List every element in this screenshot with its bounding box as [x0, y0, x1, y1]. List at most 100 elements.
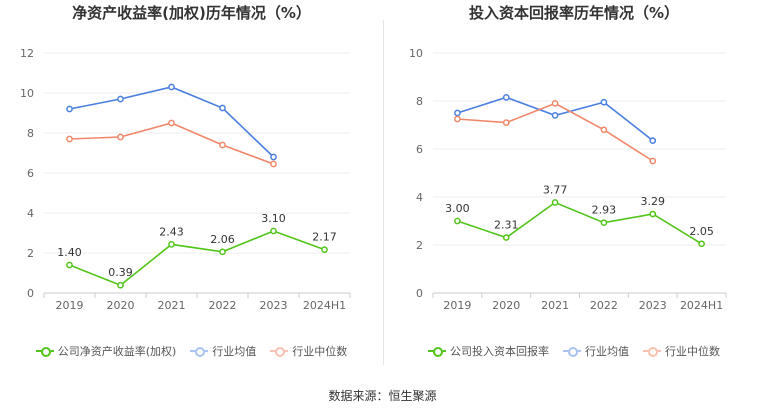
data-point	[502, 234, 510, 241]
series-line-2	[69, 122, 274, 165]
legend-marker-icon	[35, 346, 54, 357]
legend-label: 行业均值	[212, 345, 257, 358]
data-source-note: 数据来源：恒生聚源	[328, 389, 437, 403]
legend-item-industry-mean[interactable]: 行业均值	[563, 343, 629, 359]
data-label: 2.17	[312, 231, 337, 244]
chart-panel-roic: 投入资本回报率历年情况（%） 0 2 4 6 8 10 2019 2020 2021 2022 20…	[383, 0, 765, 380]
data-label: 3.29	[641, 195, 666, 208]
data-point	[117, 95, 124, 103]
y-tick-label: 8	[416, 95, 423, 108]
data-point	[66, 135, 73, 143]
data-point	[649, 137, 657, 144]
data-point	[321, 246, 328, 253]
data-point	[168, 119, 175, 127]
data-point	[117, 133, 124, 141]
data-point	[454, 109, 461, 117]
data-point	[551, 199, 559, 206]
data-point	[600, 219, 608, 227]
y-tick-label: 10	[20, 87, 34, 100]
legend-label: 行业中位数	[292, 345, 348, 358]
y-tick-label: 0	[27, 287, 34, 300]
data-label: 2.93	[592, 204, 617, 217]
data-point	[551, 100, 559, 107]
data-label: 2.31	[494, 219, 519, 232]
series-line-0	[69, 230, 325, 287]
x-tick-label: 2022	[209, 299, 237, 312]
panel-divider	[383, 20, 384, 365]
data-label: 3.77	[543, 184, 568, 197]
data-point	[502, 94, 510, 101]
chart-title: 投入资本回报率历年情况（%）	[468, 4, 680, 22]
data-point	[551, 112, 559, 119]
legend-label: 行业均值	[585, 345, 629, 358]
legend-item-industry-mean[interactable]: 行业均值	[190, 343, 256, 359]
data-point	[270, 153, 277, 161]
chart-legend: 公司投入资本回报率 行业均值 行业中位数	[383, 343, 765, 359]
legend-item-industry-median[interactable]: 行业中位数	[270, 343, 347, 359]
legend-marker-icon	[563, 346, 581, 357]
x-tick-label: 2023	[260, 299, 288, 312]
legend-marker-icon	[428, 346, 446, 357]
data-point	[117, 281, 124, 289]
data-point	[270, 227, 277, 235]
x-tick-label: 2019	[56, 299, 84, 312]
y-tick-label: 6	[416, 143, 423, 156]
legend-label: 行业中位数	[665, 345, 720, 358]
x-tick-label: 2023	[639, 299, 667, 312]
x-tick-label: 2024H1	[303, 299, 346, 312]
chart-title: 净资产收益率(加权)历年情况（%）	[72, 4, 311, 22]
data-point	[454, 115, 461, 123]
data-point	[66, 261, 73, 269]
chart-panel-roe: 净资产收益率(加权)历年情况（%） 0 2 4 6 8 10 12 2019 2020 2021 2…	[0, 0, 383, 380]
y-tick-label: 12	[20, 47, 34, 60]
x-tick-label: 2021	[158, 299, 186, 312]
y-tick-label: 2	[27, 247, 34, 260]
legend-item-company[interactable]: 公司投入资本回报率	[428, 343, 549, 359]
data-point	[219, 104, 226, 112]
data-label: 1.40	[57, 246, 82, 259]
x-tick-label: 2020	[107, 299, 135, 312]
y-tick-label: 2	[416, 239, 423, 252]
y-tick-label: 4	[416, 191, 423, 204]
data-point	[600, 98, 608, 106]
data-point	[66, 105, 73, 113]
roe-line-chart: 0 2 4 6 8 10 12 2019 2020 2021 2022 2023 2024H1 1.40 0…	[20, 47, 351, 312]
legend-label: 公司投入资本回报率	[450, 345, 549, 358]
data-point	[502, 119, 510, 126]
data-point	[219, 248, 226, 256]
chart-legend: 公司净资产收益率(加权) 行业均值 行业中位数	[0, 343, 383, 359]
legend-item-industry-median[interactable]: 行业中位数	[643, 343, 720, 359]
data-point	[219, 141, 226, 149]
data-point	[600, 126, 608, 134]
legend-item-company[interactable]: 公司净资产收益率(加权)	[35, 343, 177, 359]
data-label: 0.39	[108, 266, 133, 279]
y-tick-label: 8	[27, 127, 34, 140]
data-point	[168, 241, 175, 248]
roic-line-chart: 0 2 4 6 8 10 2019 2020 2021 2022 2023 2024H1 3.00 2.3…	[409, 47, 727, 312]
data-point	[454, 217, 461, 225]
data-label: 2.05	[689, 225, 714, 238]
x-tick-label: 2021	[541, 299, 569, 312]
x-tick-label: 2019	[443, 299, 471, 312]
legend-label: 公司净资产收益率(加权)	[57, 345, 177, 358]
legend-marker-icon	[643, 346, 661, 357]
data-point	[270, 160, 277, 168]
data-label: 3.10	[261, 212, 286, 225]
legend-marker-icon	[190, 346, 209, 357]
data-label: 3.00	[445, 202, 470, 215]
data-point	[649, 210, 657, 218]
x-tick-label: 2024H1	[680, 299, 723, 312]
y-tick-label: 0	[416, 287, 423, 300]
y-tick-label: 6	[27, 167, 34, 180]
series-line-0	[457, 201, 703, 245]
data-label: 2.06	[210, 233, 235, 246]
legend-marker-icon	[270, 346, 289, 357]
x-tick-label: 2020	[492, 299, 520, 312]
y-tick-label: 4	[27, 207, 34, 220]
y-tick-label: 10	[409, 47, 423, 60]
data-label: 2.43	[159, 225, 184, 238]
series-line-2	[457, 102, 654, 162]
data-point	[698, 240, 705, 248]
x-tick-label: 2022	[590, 299, 618, 312]
data-point	[649, 157, 657, 165]
